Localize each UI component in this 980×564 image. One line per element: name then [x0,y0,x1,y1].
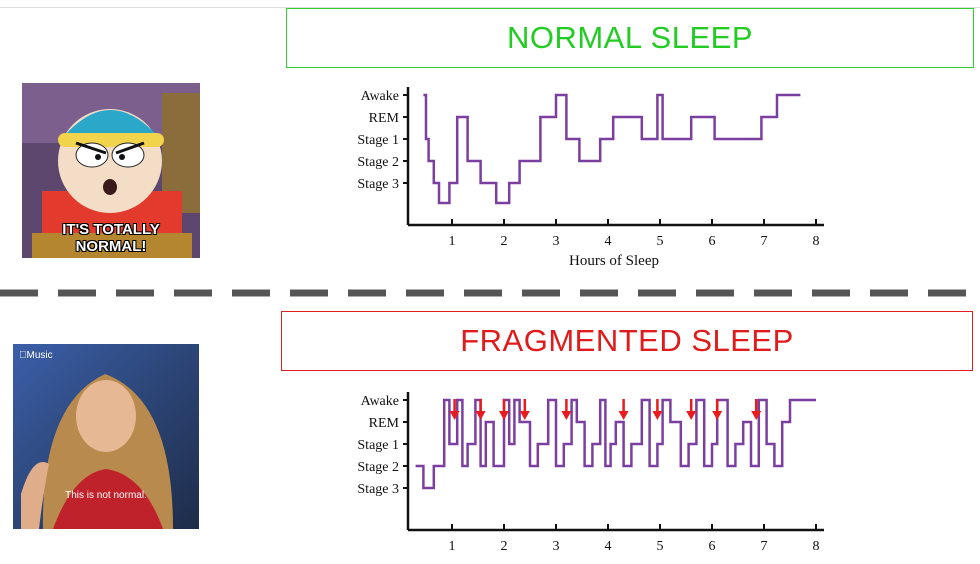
meme-caption-line-2: NORMAL! [75,238,147,255]
x-tick-label: 8 [813,539,820,554]
fragmented-sleep-hypnogram: Awake REM Stage 1 Stage 2 Stage 3 1 2 3 4 5 6 7 8 [357,392,824,554]
x-axis-label: Hours of Sleep [569,253,659,269]
wake-arrow [751,399,762,420]
wake-arrow [475,399,486,420]
dashed-divider [0,289,980,297]
wake-arrow [499,399,509,420]
y-tick-label: Stage 3 [357,177,399,192]
x-tick-label: 2 [501,539,508,554]
x-tick-label: 7 [761,234,768,249]
x-tick-label: 4 [605,234,612,249]
x-tick-label: 8 [813,234,820,249]
top-border-line [0,7,980,8]
y-tick-label: Awake [361,394,399,409]
singer-illustration [13,344,199,529]
normal-sleep-title: NORMAL SLEEP [506,20,754,55]
x-tick-label: 1 [449,234,456,249]
wake-arrow [618,399,629,420]
sleep-stage-trace [423,93,801,205]
y-tick-label: Stage 1 [357,438,399,453]
cartman-illustration [22,83,200,258]
wake-arrow [561,399,572,420]
y-tick-label: REM [369,111,400,126]
normal-sleep-title-box: NORMAL SLEEP [286,8,974,68]
normal-sleep-hypnogram: Awake REM Stage 1 Stage 2 Stage 3 1 2 3 4 5 6 7 8 Hou… [357,87,824,269]
y-tick-label: REM [369,416,400,431]
x-tick-label: 3 [553,234,560,249]
wake-arrow [686,399,697,420]
fragmented-sleep-title: FRAGMENTED SLEEP [460,323,794,358]
apple-music-brand: Music [19,350,53,361]
y-tick-label: Stage 1 [357,133,399,148]
y-tick-label: Stage 2 [357,460,399,475]
wake-arrow [712,399,723,420]
wake-arrow [449,399,460,420]
fragmented-sleep-title-box: FRAGMENTED SLEEP [281,311,973,371]
y-tick-label: Awake [361,89,399,104]
x-tick-label: 5 [657,234,664,249]
x-tick-label: 6 [709,539,716,554]
x-tick-label: 7 [761,539,768,554]
wake-arrow [652,399,663,420]
x-tick-label: 2 [501,234,508,249]
x-tick-label: 4 [605,539,612,554]
x-tick-label: 6 [709,234,716,249]
wake-arrow [519,399,530,420]
y-tick-label: Stage 3 [357,482,399,497]
x-tick-label: 1 [449,539,456,554]
meme-image-top: IT'S TOTALLY NORMAL! [22,83,200,258]
meme-caption-line-1: IT'S TOTALLY [62,221,160,238]
meme-caption-bottom: This is not normal. [65,490,147,501]
x-tick-label: 3 [553,539,560,554]
y-tick-label: Stage 2 [357,155,399,170]
x-tick-label: 5 [657,539,664,554]
meme-image-bottom: Music This is not normal. [13,344,199,529]
meme-caption: IT'S TOTALLY NORMAL! [26,221,196,255]
